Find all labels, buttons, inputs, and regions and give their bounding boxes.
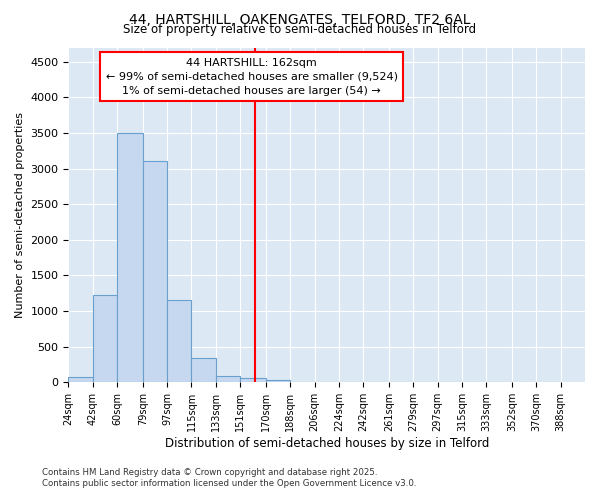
Bar: [93, 296, 117, 382]
Bar: [191, 358, 216, 382]
Text: Size of property relative to semi-detached houses in Telford: Size of property relative to semi-detach…: [124, 22, 476, 36]
Text: Contains HM Land Registry data © Crown copyright and database right 2025.
Contai: Contains HM Land Registry data © Crown c…: [42, 468, 416, 487]
Text: 44, HARTSHILL, OAKENGATES, TELFORD, TF2 6AL: 44, HARTSHILL, OAKENGATES, TELFORD, TF2 …: [129, 12, 471, 26]
Bar: [240, 378, 266, 382]
Bar: [167, 300, 191, 382]
Bar: [143, 162, 167, 382]
Y-axis label: Number of semi-detached properties: Number of semi-detached properties: [15, 112, 25, 318]
Bar: [68, 376, 93, 382]
X-axis label: Distribution of semi-detached houses by size in Telford: Distribution of semi-detached houses by …: [164, 437, 489, 450]
Bar: [216, 376, 240, 382]
Bar: [266, 380, 290, 382]
Bar: [117, 133, 143, 382]
Text: 44 HARTSHILL: 162sqm
← 99% of semi-detached houses are smaller (9,524)
1% of sem: 44 HARTSHILL: 162sqm ← 99% of semi-detac…: [106, 58, 398, 96]
